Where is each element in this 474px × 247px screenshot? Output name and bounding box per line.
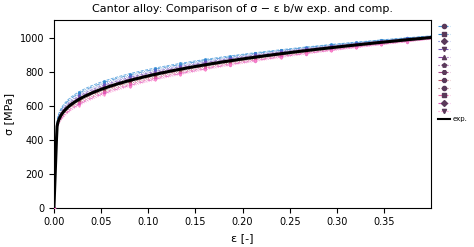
X-axis label: ε [-]: ε [-] [231,233,254,243]
Y-axis label: σ [MPa]: σ [MPa] [4,93,14,135]
Title: Cantor alloy: Comparison of σ − ε b/w exp. and comp.: Cantor alloy: Comparison of σ − ε b/w ex… [92,4,393,14]
Legend: , , , , , , , , , , , , exp.: , , , , , , , , , , , , exp. [435,21,470,125]
